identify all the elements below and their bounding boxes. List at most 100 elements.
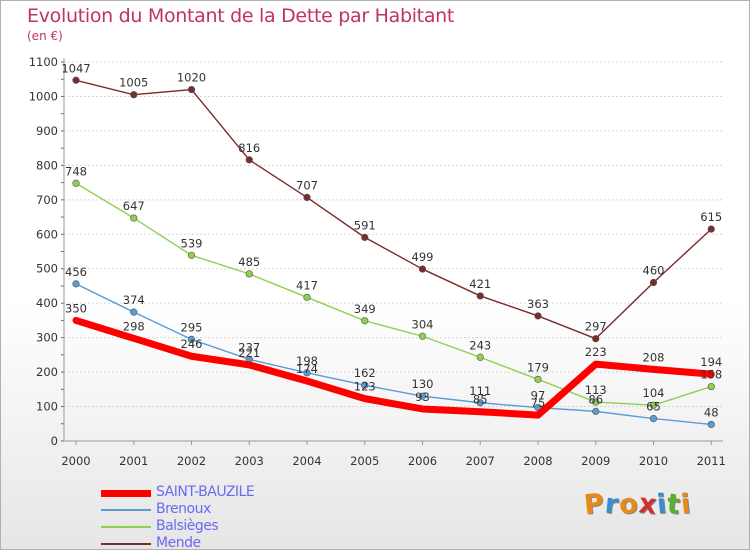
data-point: [418, 332, 427, 340]
y-tick-label: 700: [36, 193, 58, 207]
data-label: 350: [65, 301, 87, 315]
y-tick-label: 400: [36, 296, 58, 310]
data-point: [534, 375, 542, 383]
data-point: [130, 214, 138, 222]
data-label: 297: [585, 320, 607, 334]
data-label: 111: [469, 384, 491, 398]
data-label: 75: [531, 396, 546, 410]
data-point: [649, 401, 658, 409]
y-tick-label: 600: [36, 227, 58, 241]
data-label: 374: [123, 293, 145, 307]
data-point: [361, 317, 369, 325]
data-label: 221: [238, 346, 260, 360]
data-point: [418, 392, 427, 400]
y-tick-label: 800: [36, 158, 58, 172]
data-label: 162: [354, 366, 376, 380]
x-tick-label: 2011: [697, 454, 726, 468]
data-label: 591: [354, 218, 376, 232]
data-label: 243: [469, 338, 491, 352]
legend-swatch: [101, 526, 151, 528]
data-point: [649, 278, 658, 287]
data-point: [476, 292, 484, 300]
x-tick-label: 2007: [466, 454, 495, 468]
series-line: [72, 316, 715, 419]
data-label: 208: [643, 350, 665, 364]
y-tick-label: 1100: [29, 55, 58, 69]
data-point: [649, 415, 658, 423]
data-point: [361, 381, 369, 389]
data-point: [187, 85, 196, 94]
legend-label: Mende: [156, 535, 201, 551]
data-label: 158: [700, 368, 722, 382]
data-label: 539: [181, 236, 203, 250]
x-tick-label: 2003: [235, 454, 264, 468]
data-point: [476, 353, 484, 361]
data-point: [303, 369, 311, 377]
data-label: 237: [238, 340, 260, 354]
data-point: [130, 308, 138, 316]
data-label: 48: [704, 405, 719, 419]
data-label: 97: [531, 389, 546, 403]
data-label: 123: [354, 380, 376, 394]
data-label: 130: [412, 377, 434, 391]
data-label: 456: [65, 265, 87, 279]
data-point: [187, 335, 196, 343]
data-label: 174: [296, 362, 318, 376]
x-tick-label: 2010: [639, 454, 668, 468]
y-tick-label: 1000: [29, 89, 58, 103]
legend-label: SAINT-BAUZILE: [156, 484, 255, 500]
data-label: 86: [588, 392, 603, 406]
x-tick-label: 2001: [119, 454, 148, 468]
data-point: [418, 265, 427, 273]
data-point: [707, 382, 715, 391]
data-label: 198: [296, 354, 318, 368]
data-label: 421: [469, 277, 491, 291]
data-point: [187, 251, 196, 259]
data-point: [707, 420, 715, 429]
data-label: 748: [65, 164, 87, 178]
x-tick-label: 2008: [523, 454, 552, 468]
logo-letter: i: [679, 488, 694, 521]
series-line: [75, 283, 712, 426]
data-point: [707, 225, 715, 233]
legend-swatch: [101, 543, 151, 545]
data-label: 1020: [177, 71, 206, 85]
data-label: 485: [238, 255, 260, 269]
data-label: 93: [415, 390, 430, 404]
data-label: 304: [412, 317, 434, 331]
data-label: 615: [700, 210, 722, 224]
data-point: [361, 233, 369, 241]
x-tick-label: 2000: [61, 454, 90, 468]
data-label: 85: [473, 393, 488, 407]
data-point: [592, 335, 600, 343]
data-label: 194: [700, 355, 722, 369]
data-label: 816: [238, 141, 260, 155]
data-label: 65: [646, 400, 661, 414]
data-point: [592, 407, 600, 415]
data-label: 363: [527, 297, 549, 311]
y-tick-label: 300: [36, 331, 58, 345]
data-label: 1005: [119, 76, 148, 90]
data-label: 179: [527, 360, 549, 374]
legend-label: Balsièges: [156, 518, 219, 534]
series-line: [75, 79, 712, 340]
data-label: 295: [181, 320, 203, 334]
data-label: 460: [643, 264, 665, 278]
data-point: [245, 156, 253, 164]
data-label: 246: [181, 337, 203, 351]
data-label: 298: [123, 319, 145, 333]
data-point: [72, 280, 80, 288]
data-label: 349: [354, 302, 376, 316]
chart-title: Evolution du Montant de la Dette par Hab…: [27, 5, 455, 27]
x-tick-label: 2002: [177, 454, 206, 468]
data-point: [303, 293, 311, 301]
data-label: 113: [585, 383, 607, 397]
data-point: [72, 179, 80, 187]
legend-swatch: [101, 509, 151, 511]
data-label: 499: [412, 250, 434, 264]
x-tick-label: 2009: [581, 454, 610, 468]
data-point: [245, 270, 253, 278]
data-point: [592, 398, 600, 406]
